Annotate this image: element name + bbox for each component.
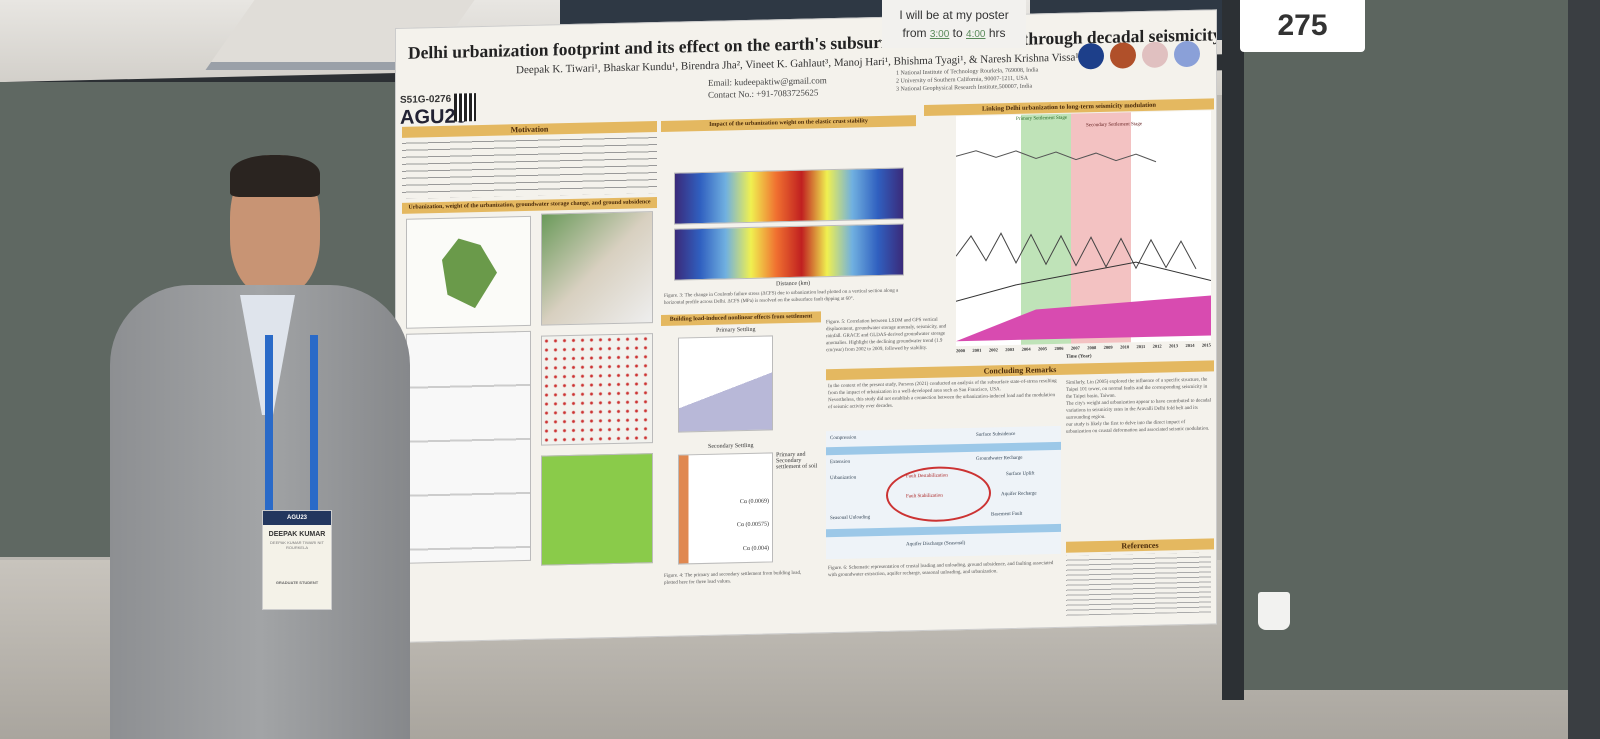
secondary-settling-chart: Cα (0.0069) Cα (0.00575) Cα (0.004) bbox=[678, 452, 773, 565]
schematic-label: Extension bbox=[830, 459, 850, 466]
year-tick: 2000 bbox=[956, 348, 965, 354]
presenter-person: AGU23 DEEPAK KUMAR DEEPAK KUMAR TIWARI N… bbox=[110, 155, 410, 739]
affiliations: 1 National Institute of Technology Rourk… bbox=[896, 66, 1038, 93]
time-axis-label: Time (Year) bbox=[1066, 354, 1092, 360]
right-poster-board bbox=[1244, 0, 1568, 690]
secondary-settling-label: Secondary Settling bbox=[708, 442, 754, 450]
section-header-impact: Impact of the urbanization weight on the… bbox=[661, 115, 916, 132]
section-header-references: References bbox=[1066, 538, 1214, 553]
year-tick: 2011 bbox=[1136, 343, 1146, 350]
badge-name: DEEPAK KUMAR bbox=[268, 531, 326, 538]
epicenter-map-figure bbox=[541, 333, 653, 446]
from-label: from bbox=[902, 26, 927, 40]
settlement-heading: Primary and Secondary settlement of soil bbox=[776, 451, 818, 471]
year-tick: 2012 bbox=[1152, 343, 1162, 349]
badge-event: AGU23 bbox=[263, 511, 331, 525]
conclusions-left: In the context of the present study, Par… bbox=[828, 378, 1058, 411]
figure-3-caption: Figure. 3: The change in Coulomb failure… bbox=[664, 288, 899, 306]
session-code: S51G-0276 bbox=[400, 93, 452, 106]
year-tick: 2008 bbox=[1087, 345, 1097, 351]
figure-5-caption: Figure. 5: Correlation between LSDM and … bbox=[826, 317, 947, 354]
year-tick: 2005 bbox=[1038, 346, 1048, 352]
schematic-label: Surface Uplift bbox=[1006, 471, 1035, 478]
seismicity-map-figure bbox=[541, 211, 653, 326]
lanyard bbox=[310, 335, 318, 515]
year-tick: 2013 bbox=[1169, 343, 1179, 349]
schematic-label: Groundwater Recharge bbox=[976, 455, 1023, 462]
schematic-label: Fault Destabilization bbox=[906, 473, 948, 480]
seismicity-timeseries-chart: Primary Settlement Stage Secondary Settl… bbox=[956, 110, 1211, 347]
institute-logo-icon bbox=[1078, 42, 1104, 70]
year-tick: 2007 bbox=[1070, 345, 1080, 351]
coulomb-stress-section-2 bbox=[674, 223, 904, 281]
note-line: I will be at my poster bbox=[899, 8, 1009, 22]
delhi-map-figure bbox=[406, 215, 531, 329]
schematic-label: Aquifer Recharge bbox=[1001, 491, 1037, 498]
institute-logo-icon bbox=[1110, 42, 1136, 69]
booth-number-sign: 275 bbox=[1240, 0, 1365, 52]
c-alpha-label: Cα (0.0069) bbox=[739, 498, 769, 506]
primary-settling-label: Primary Settling bbox=[716, 326, 756, 334]
year-tick: 2014 bbox=[1185, 342, 1195, 349]
year-tick: 2002 bbox=[988, 347, 998, 353]
presence-note: I will be at my poster from 3:00 to 4:00… bbox=[882, 0, 1026, 48]
presenter-head bbox=[230, 155, 320, 295]
note-times: from 3:00 to 4:00 hrs bbox=[882, 24, 1026, 44]
crustal-loading-schematic: Compression Extension Fault Destabilizat… bbox=[826, 425, 1061, 560]
board-edge bbox=[1568, 0, 1600, 739]
c-alpha-label: Cα (0.004) bbox=[742, 545, 769, 553]
motivation-text-block bbox=[402, 133, 657, 199]
lanyard bbox=[265, 335, 273, 515]
schematic-label: Surface Subsidence bbox=[976, 431, 1016, 438]
conclusions-right: Similarly, Lin (2005) explored the influ… bbox=[1066, 376, 1211, 435]
groundwater-map-figure bbox=[541, 453, 653, 566]
references-text bbox=[1066, 552, 1211, 616]
institute-logo-icon bbox=[1142, 41, 1168, 69]
year-tick: 2015 bbox=[1201, 342, 1211, 348]
schematic-label: Seasonal Unloading bbox=[830, 515, 871, 522]
institute-logo-icon bbox=[1174, 40, 1200, 68]
schematic-label: Urbanization bbox=[830, 475, 857, 482]
schematic-label: Fault Stabilization bbox=[906, 493, 943, 500]
unit-label: hrs bbox=[988, 26, 1006, 40]
conclusion-bullet: our study is likely the first to delve i… bbox=[1066, 420, 1210, 435]
section-header-building: Building load-induced nonlinear effects … bbox=[661, 311, 821, 326]
from-time: 3:00 bbox=[929, 29, 950, 40]
poster-email: Email: kudeepaktiw@gmail.com bbox=[708, 75, 827, 88]
coulomb-stress-section-1 bbox=[674, 167, 904, 225]
schematic-label: Aquifer Discharge (Seasonal) bbox=[906, 541, 966, 548]
distance-axis-label: Distance (km) bbox=[776, 280, 811, 288]
research-poster: Delhi urbanization footprint and its eff… bbox=[395, 9, 1217, 644]
badge-role: GRADUATE STUDENT bbox=[275, 580, 319, 585]
timeseries-lines bbox=[956, 150, 1211, 342]
year-tick: 2004 bbox=[1021, 346, 1031, 352]
to-time: 4:00 bbox=[966, 29, 986, 40]
year-tick: 2009 bbox=[1103, 344, 1113, 350]
c-alpha-label: Cα (0.00575) bbox=[736, 521, 769, 529]
conference-badge: AGU23 DEEPAK KUMAR DEEPAK KUMAR TIWARI N… bbox=[262, 510, 332, 610]
primary-settling-chart bbox=[678, 335, 773, 433]
badge-subtitle: DEEPAK KUMAR TIWARI NIT ROURKELA bbox=[270, 540, 324, 550]
schematic-label: Compression bbox=[830, 435, 857, 442]
year-tick: 2006 bbox=[1054, 345, 1064, 352]
paper-cup bbox=[1258, 592, 1290, 630]
board-post bbox=[1222, 0, 1244, 700]
subsidence-maps-grid bbox=[406, 330, 531, 564]
schematic-label: Basement Fault bbox=[991, 511, 1023, 518]
year-tick: 2010 bbox=[1120, 344, 1130, 350]
poster-contact: Contact No.: +91-7083725625 bbox=[708, 87, 819, 100]
qr-code bbox=[454, 93, 476, 122]
year-tick: 2003 bbox=[1005, 346, 1015, 353]
year-tick: 2001 bbox=[972, 347, 982, 353]
to-label: to bbox=[952, 26, 963, 40]
figure-6-caption: Figure. 6: Schematic representation of c… bbox=[828, 561, 1054, 579]
figure-4-caption: Figure. 4: The primary and secondary set… bbox=[664, 570, 802, 586]
